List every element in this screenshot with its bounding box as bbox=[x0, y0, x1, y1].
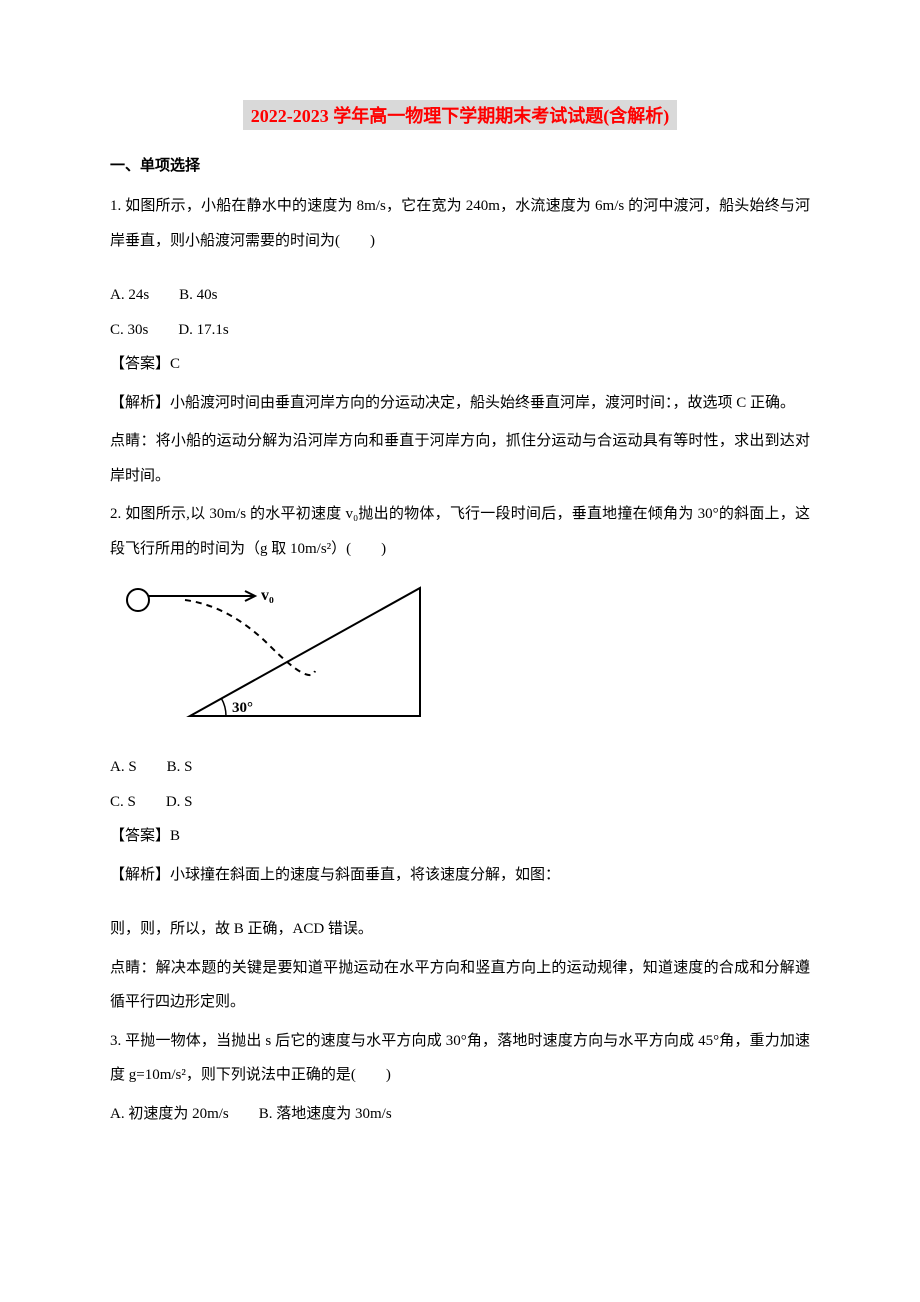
q2-stem: 2. 如图所示,以 30m/s 的水平初速度 v₀抛出的物体，飞行一段时间后，垂… bbox=[110, 497, 810, 566]
angle-arc bbox=[221, 698, 226, 716]
q3-stem: 3. 平抛一物体，当抛出 s 后它的速度与水平方向成 30°角，落地时速度方向与… bbox=[110, 1024, 810, 1093]
q2-explain2: 则，则，所以，故 B 正确，ACD 错误。 bbox=[110, 912, 810, 947]
q2-answer: 【答案】B bbox=[110, 819, 810, 854]
v0-label: v₀ bbox=[261, 587, 274, 604]
q3-options-line1: A. 初速度为 20m/s B. 落地速度为 30m/s bbox=[110, 1097, 810, 1132]
angle-label: 30° bbox=[232, 700, 253, 716]
q1-answer: 【答案】C bbox=[110, 347, 810, 382]
q2-options-line1: A. S B. S bbox=[110, 750, 810, 785]
q1-explain2: 点睛：将小船的运动分解为沿河岸方向和垂直于河岸方向，抓住分运动与合运动具有等时性… bbox=[110, 424, 810, 493]
q1-stem: 1. 如图所示，小船在静水中的速度为 8m/s，它在宽为 240m，水流速度为 … bbox=[110, 189, 810, 258]
q2-figure: v₀ 30° bbox=[110, 576, 810, 736]
q2-explain3: 点睛：解决本题的关键是要知道平抛运动在水平方向和竖直方向上的运动规律，知道速度的… bbox=[110, 951, 810, 1020]
trajectory-dashed bbox=[185, 600, 315, 675]
projectile-diagram-svg: v₀ 30° bbox=[110, 576, 430, 736]
ball-icon bbox=[127, 589, 149, 611]
q1-explain1: 【解析】小船渡河时间由垂直河岸方向的分运动决定，船头始终垂直河岸，渡河时间：，故… bbox=[110, 386, 810, 421]
q1-options-line2: C. 30s D. 17.1s bbox=[110, 313, 810, 348]
q2-explain1: 【解析】小球撞在斜面上的速度与斜面垂直，将该速度分解，如图： bbox=[110, 858, 810, 893]
section-heading: 一、单项选择 bbox=[110, 154, 810, 175]
q2-options-line2: C. S D. S bbox=[110, 785, 810, 820]
spacer bbox=[110, 896, 810, 912]
exam-title: 2022-2023 学年高一物理下学期期末考试试题(含解析) bbox=[243, 100, 677, 130]
q1-options-line1: A. 24s B. 40s bbox=[110, 278, 810, 313]
incline-triangle bbox=[190, 588, 420, 716]
spacer bbox=[110, 262, 810, 278]
title-container: 2022-2023 学年高一物理下学期期末考试试题(含解析) bbox=[110, 100, 810, 154]
